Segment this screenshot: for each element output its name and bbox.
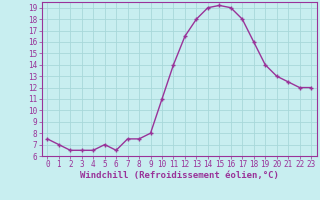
- X-axis label: Windchill (Refroidissement éolien,°C): Windchill (Refroidissement éolien,°C): [80, 171, 279, 180]
